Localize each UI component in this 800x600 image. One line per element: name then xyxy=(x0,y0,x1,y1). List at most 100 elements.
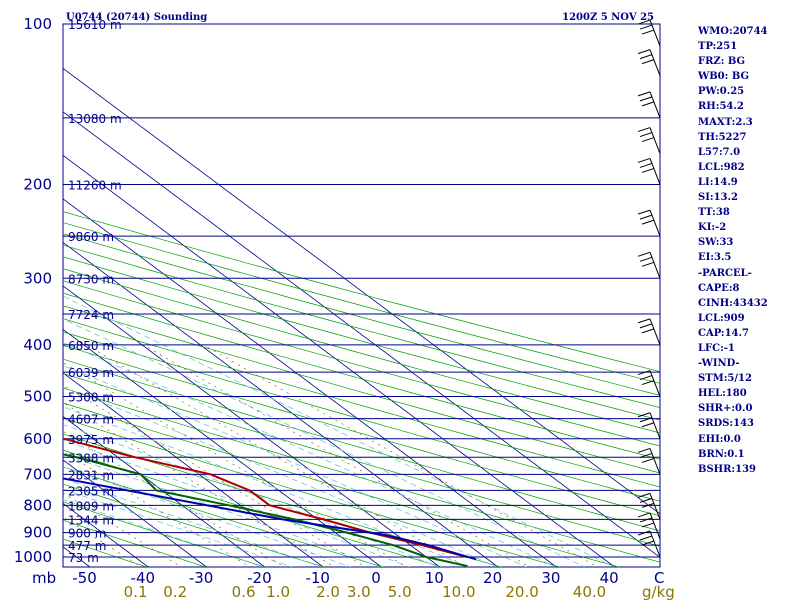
mixing-ratio-line xyxy=(203,344,599,567)
dry-adiabat-line xyxy=(63,373,660,547)
mixing-ratio-tick-label: 10.0 xyxy=(442,583,475,600)
isotherm-line xyxy=(63,111,660,558)
height-label: 9860 m xyxy=(68,230,114,244)
index-value: WB0: BG xyxy=(698,71,749,83)
dry-adiabat-line xyxy=(63,233,660,396)
height-label: 2831 m xyxy=(68,468,114,482)
index-value: -PARCEL- xyxy=(698,267,752,279)
profiles xyxy=(63,437,477,567)
height-label: 2305 m xyxy=(68,484,114,498)
mixing-ratio-tick-label: 1.0 xyxy=(266,583,290,600)
temperature-tick-label: -10 xyxy=(305,569,330,587)
mixing-ratio-line xyxy=(86,344,467,567)
index-value: EI:3.5 xyxy=(698,252,732,264)
index-value: BRN:0.1 xyxy=(698,448,745,460)
mixing-ratio-tick-label: 2.0 xyxy=(316,583,340,600)
dry-adiabat-line xyxy=(63,318,660,488)
dry-adiabat-line xyxy=(63,417,561,567)
dry-adiabat-line xyxy=(63,358,660,532)
index-value: PW:0.25 xyxy=(698,86,745,98)
dewpoint-profile-line xyxy=(63,453,468,567)
indices-panel: WMO:20744 TP:251 FRZ: BG WB0: BG PW:0.25 RH:5… xyxy=(698,24,800,477)
pressure-tick-label: 400 xyxy=(23,336,52,354)
mixing-ratio-line xyxy=(63,362,408,567)
index-value: EHI:0.0 xyxy=(698,433,741,445)
index-value: CAPE:8 xyxy=(698,282,740,294)
dry-adiabat-line xyxy=(63,449,443,567)
height-label: 477 m xyxy=(68,539,106,553)
dry-adiabat-line xyxy=(63,519,207,567)
index-value: TT:38 xyxy=(698,207,730,219)
wind-barb xyxy=(637,412,661,439)
dry-adiabat-line xyxy=(63,402,621,567)
mixing-ratio-line xyxy=(63,384,367,567)
pressure-tick-label: 700 xyxy=(23,465,52,483)
isotherm-line xyxy=(63,241,499,567)
wind-barbs xyxy=(637,19,661,558)
height-label: 5300 m xyxy=(68,391,114,405)
temperature-tick-label: 0 xyxy=(371,569,381,587)
pressure-tick-label: 600 xyxy=(23,430,52,448)
wind-barb xyxy=(637,530,661,558)
isotherm-line xyxy=(0,24,32,567)
height-label: 4607 m xyxy=(68,413,114,427)
temperature-tick-label: -20 xyxy=(247,569,272,587)
mixing-ratio-tick-label: 0.2 xyxy=(163,583,187,600)
temperature-profile-line xyxy=(63,437,468,558)
height-label: 6850 m xyxy=(68,339,114,353)
dry-adiabat-line xyxy=(63,292,660,460)
temperature-tick-label: -50 xyxy=(72,569,97,587)
index-value: HEL:180 xyxy=(698,388,747,400)
index-value: SHR+:0.0 xyxy=(698,403,753,415)
isotherm-line xyxy=(63,285,440,567)
mixing-ratio-line xyxy=(143,344,531,567)
index-value: LCL:909 xyxy=(698,312,745,324)
height-label: 6039 m xyxy=(68,366,114,380)
index-value: CAP:14.7 xyxy=(698,327,749,339)
isotherm-line xyxy=(63,328,382,567)
dry-adiabat-line xyxy=(63,466,384,567)
dry-adiabat-line xyxy=(63,344,660,517)
temperature-unit-label: C xyxy=(654,569,664,587)
wind-barb xyxy=(637,19,661,47)
height-label: 7724 m xyxy=(68,308,114,322)
temperature-tick-label: 20 xyxy=(483,569,502,587)
index-value: TH:5227 xyxy=(698,131,747,143)
pressure-tick-label: 500 xyxy=(23,388,52,406)
index-value: SRDS:143 xyxy=(698,418,754,430)
index-value: SI:13.2 xyxy=(698,192,738,204)
pressure-unit-label: mb xyxy=(32,569,56,587)
wind-barb xyxy=(637,127,661,154)
dry-adiabat-line xyxy=(63,433,502,567)
wind-barb xyxy=(637,209,661,237)
pressure-tick-label: 100 xyxy=(23,15,52,33)
wind-barb xyxy=(637,370,661,397)
temperature-tick-label: -40 xyxy=(131,569,156,587)
index-value: -WIND- xyxy=(698,358,740,370)
dry-adiabat-line xyxy=(63,268,660,434)
dry-adiabat-line xyxy=(63,244,660,408)
mixing-ratio-unit-label: g/kg xyxy=(642,583,675,600)
mixing-ratio-tick-label: 5.0 xyxy=(388,583,412,600)
dry-adiabat-line xyxy=(63,222,660,384)
index-value: KI:-2 xyxy=(698,222,727,234)
index-value: L57:7.0 xyxy=(698,146,741,158)
temperature-tick-label: 30 xyxy=(541,569,560,587)
index-value: LCL:982 xyxy=(698,161,745,173)
dry-adiabat-line xyxy=(63,280,660,447)
wind-barb xyxy=(637,91,661,119)
index-value: BSHR:139 xyxy=(698,463,756,475)
pressure-tick-label: 800 xyxy=(23,496,52,514)
index-value: LI:14.9 xyxy=(698,176,738,188)
plot-frame xyxy=(62,23,661,568)
height-label: 1809 m xyxy=(68,499,114,513)
chart-title: U0744 (20744) Sounding xyxy=(66,12,207,23)
height-label: 3975 m xyxy=(68,433,114,447)
index-value: CINH:43432 xyxy=(698,297,768,309)
mixing-ratio-tick-label: 40.0 xyxy=(573,583,606,600)
height-label: 3388 m xyxy=(68,451,114,465)
height-label: 900 m xyxy=(68,527,106,541)
index-value: SW:33 xyxy=(698,237,734,249)
height-label: 11260 m xyxy=(68,178,122,192)
mixing-ratio-tick-label: 0.6 xyxy=(232,583,256,600)
